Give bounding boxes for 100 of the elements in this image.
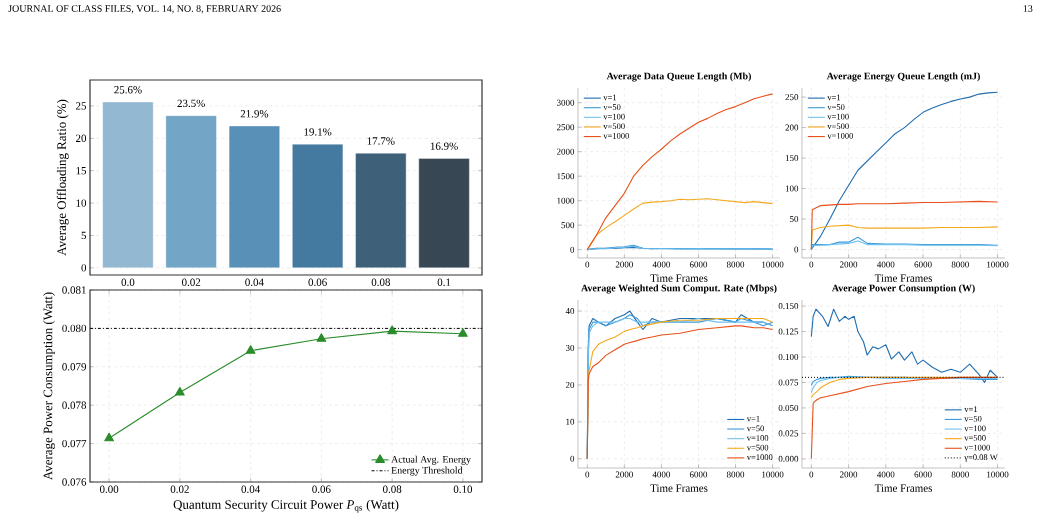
legend-label: γ=0.08 W <box>964 454 998 462</box>
y-tick-label: 0.081 <box>62 286 86 294</box>
x-tick-label: 0.10 <box>453 485 473 493</box>
x-tick-label: 2000 <box>839 471 858 478</box>
x-tick-label: 0.02 <box>182 278 201 286</box>
x-tick-label: 10000 <box>987 261 1009 268</box>
legend-label: v=1 <box>603 94 617 101</box>
legend-label: Energy Threshold <box>391 466 463 476</box>
text: 13 <box>1023 5 1033 12</box>
x-tick-label: 0.04 <box>241 485 261 493</box>
y-tick-label: 1000 <box>557 197 575 204</box>
x-tick-label: 2000 <box>615 261 633 268</box>
data-label: 16.9% <box>430 142 458 150</box>
y-tick-label: 0.050 <box>778 404 799 411</box>
y-tick-label: 0.080 <box>62 324 87 333</box>
x-axis-title: Time Frames <box>874 274 932 282</box>
x-axis-title: Time Frames <box>650 274 708 282</box>
y-tick-label: 250 <box>785 94 799 101</box>
y-tick-label: 0.100 <box>778 353 799 361</box>
y-tick-label: 150 <box>785 155 799 162</box>
x-tick-label: 0.06 <box>312 485 331 493</box>
data-label: 25.6% <box>114 86 142 94</box>
y-tick-label: 0.125 <box>778 328 799 335</box>
x-tick-label: 0.08 <box>371 278 391 286</box>
x-tick-label: 0 <box>809 471 814 478</box>
y-tick-label: 20 <box>76 134 87 142</box>
y-tick-label: 10 <box>76 199 87 207</box>
legend-label: v=500 <box>964 435 986 441</box>
x-tick-label: 10000 <box>762 261 784 268</box>
legend-label: v=50 <box>827 104 845 110</box>
legend-label: v=50 <box>964 415 982 422</box>
legend-label: v=100 <box>964 425 986 432</box>
legend-label: v=500 <box>746 444 769 451</box>
legend-label: v=1000 <box>746 454 773 461</box>
x-axis-title: Quantum Security Circuit Power P$_{qs}$ (Watt) <box>173 499 399 513</box>
chart-title: Average Power Consumption (W) <box>831 284 975 294</box>
x-tick-label: 0.08 <box>382 485 402 493</box>
y-tick-label: 200 <box>785 124 799 131</box>
legend-label: v=500 <box>603 123 625 130</box>
x-tick-label: 4000 <box>652 261 671 268</box>
y-axis-title: Average Offloading Ratio (%) <box>56 99 69 256</box>
x-tick-label: 4000 <box>877 471 895 478</box>
y-tick-label: 15 <box>76 167 87 175</box>
x-tick-label: 0.06 <box>308 278 327 286</box>
legend-label: v=1000 <box>603 133 629 139</box>
legend-label: v=1000 <box>827 133 853 139</box>
x-tick-label: 6000 <box>689 261 708 268</box>
x-axis-title: Time Frames <box>874 484 932 492</box>
y-tick-label: 0.077 <box>62 439 87 448</box>
legend-label: v=1 <box>964 406 978 412</box>
x-tick-label: 6000 <box>914 471 932 478</box>
x-tick-label: 0 <box>809 261 814 268</box>
y-tick-label: 0.076 <box>62 478 87 486</box>
data-label: 19.1% <box>304 128 332 136</box>
x-tick-label: 0.00 <box>99 485 119 493</box>
x-tick-label: 0.02 <box>170 485 189 493</box>
y-tick-label: 25 <box>76 102 87 110</box>
x-tick-label: 10000 <box>762 471 784 478</box>
x-tick-label: 0.04 <box>245 278 264 286</box>
data-label: 21.9% <box>240 110 269 118</box>
x-tick-label: 0.1 <box>437 278 451 286</box>
y-tick-label: 0.000 <box>778 455 799 462</box>
y-tick-label: 100 <box>785 185 799 192</box>
x-tick-label: 0 <box>585 261 590 268</box>
legend-label: v=100 <box>603 113 625 120</box>
legend-label: v=1000 <box>964 444 990 451</box>
x-tick-label: 2000 <box>839 261 858 268</box>
chart-title: Average Data Queue Length (Mb) <box>606 72 751 82</box>
legend-label: v=50 <box>603 104 621 110</box>
y-tick-label: 0 <box>570 455 575 462</box>
data-label: 23.5% <box>177 99 205 108</box>
y-tick-label: 20 <box>565 381 575 388</box>
y-tick-label: 0.079 <box>62 363 87 371</box>
y-tick-label: 10 <box>566 418 575 425</box>
x-tick-label: 10000 <box>987 471 1009 478</box>
y-tick-label: 0 <box>570 246 575 253</box>
legend-label: v=1 <box>827 94 841 101</box>
x-tick-label: 2000 <box>615 471 633 478</box>
y-tick-label: 0.078 <box>62 401 87 409</box>
x-tick-label: 6000 <box>914 261 932 268</box>
legend-label: Actual Avg. Energy <box>391 455 471 465</box>
text: JOURNAL OF CLASS FILES, VOL. 14, NO. 8, FEBRUARY 2026 <box>8 5 281 14</box>
chart-title: Average Weighted Sum Comput. Rate (Mbps) <box>581 284 777 294</box>
x-tick-label: 0.0 <box>121 278 135 286</box>
x-tick-label: 4000 <box>877 261 895 268</box>
y-axis-title: Average Power Consumption (Watt) <box>43 292 55 481</box>
y-tick-label: 500 <box>561 222 575 229</box>
data-label: 17.7% <box>367 137 395 145</box>
x-tick-label: 6000 <box>689 471 708 478</box>
x-tick-label: 8000 <box>951 261 969 268</box>
y-tick-label: 30 <box>565 344 575 352</box>
x-tick-label: 8000 <box>951 471 969 478</box>
y-tick-label: 5 <box>81 231 87 240</box>
y-tick-label: 0.025 <box>778 430 799 437</box>
x-axis-title: Time Frames <box>650 484 708 492</box>
legend-label: v=50 <box>746 425 764 432</box>
y-tick-label: 2500 <box>556 124 575 131</box>
y-tick-label: 0.150 <box>778 303 799 310</box>
y-tick-label: 2000 <box>556 148 575 155</box>
y-tick-label: 50 <box>790 215 799 223</box>
